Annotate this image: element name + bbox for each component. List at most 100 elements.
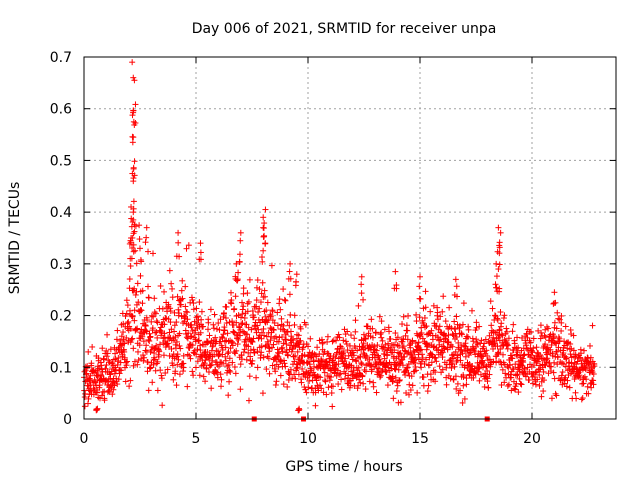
data-point bbox=[110, 386, 117, 393]
data-point bbox=[98, 362, 105, 369]
data-point bbox=[149, 250, 156, 257]
data-point bbox=[114, 327, 121, 334]
data-point bbox=[272, 368, 279, 375]
data-point bbox=[425, 362, 432, 369]
data-point bbox=[172, 333, 179, 340]
data-point bbox=[183, 308, 190, 315]
data-point bbox=[548, 395, 555, 402]
data-point bbox=[97, 359, 104, 366]
data-point bbox=[151, 295, 158, 302]
data-point bbox=[578, 396, 585, 403]
data-point bbox=[324, 333, 331, 340]
data-point bbox=[207, 362, 214, 369]
data-point bbox=[126, 383, 133, 390]
data-point bbox=[416, 314, 423, 321]
data-point bbox=[283, 341, 290, 348]
data-point bbox=[121, 340, 128, 347]
data-point bbox=[378, 318, 385, 325]
data-point bbox=[345, 372, 352, 379]
data-point bbox=[197, 249, 204, 256]
data-point bbox=[285, 376, 292, 383]
data-point bbox=[166, 329, 173, 336]
data-point bbox=[114, 381, 121, 388]
data-point bbox=[428, 359, 435, 366]
data-point bbox=[226, 378, 233, 385]
data-point bbox=[229, 339, 236, 346]
data-point bbox=[225, 348, 232, 355]
data-point bbox=[122, 313, 129, 320]
data-point bbox=[371, 343, 378, 350]
data-point bbox=[121, 348, 128, 355]
data-point bbox=[171, 322, 178, 329]
data-point bbox=[336, 371, 343, 378]
data-point bbox=[147, 364, 154, 371]
data-point bbox=[445, 339, 452, 346]
data-point bbox=[167, 308, 174, 315]
data-point bbox=[417, 331, 424, 338]
data-point bbox=[259, 279, 266, 286]
data-point bbox=[256, 286, 263, 293]
data-point bbox=[358, 359, 365, 366]
data-point bbox=[401, 347, 408, 354]
data-point bbox=[186, 341, 193, 348]
data-point bbox=[518, 381, 525, 388]
data-point bbox=[220, 331, 227, 338]
data-point bbox=[96, 365, 103, 372]
data-point bbox=[197, 240, 204, 247]
data-point bbox=[138, 307, 145, 314]
data-point bbox=[231, 305, 238, 312]
data-point bbox=[573, 395, 580, 402]
data-point bbox=[419, 351, 426, 358]
data-point bbox=[318, 385, 325, 392]
data-point bbox=[504, 382, 511, 389]
data-point bbox=[89, 343, 96, 350]
data-point bbox=[262, 206, 269, 213]
data-point bbox=[85, 348, 92, 355]
y-tick-label: 0 bbox=[63, 412, 72, 428]
data-point bbox=[261, 233, 268, 240]
data-point bbox=[94, 406, 101, 413]
data-point bbox=[225, 392, 232, 399]
data-point bbox=[376, 356, 383, 363]
data-point bbox=[134, 348, 141, 355]
data-point bbox=[232, 293, 239, 300]
data-point bbox=[196, 299, 203, 306]
data-point bbox=[433, 358, 440, 365]
data-point bbox=[310, 358, 317, 365]
data-point bbox=[142, 347, 149, 354]
data-point bbox=[509, 328, 516, 335]
data-point bbox=[329, 403, 336, 410]
data-point bbox=[159, 305, 166, 312]
data-point bbox=[235, 269, 242, 276]
data-point bbox=[293, 271, 300, 278]
data-point bbox=[439, 366, 446, 373]
data-point bbox=[381, 326, 388, 333]
data-point bbox=[260, 354, 267, 361]
data-point bbox=[254, 364, 261, 371]
data-point bbox=[559, 369, 566, 376]
data-point bbox=[436, 363, 443, 370]
data-point bbox=[343, 341, 350, 348]
data-point bbox=[295, 332, 302, 339]
data-point bbox=[239, 320, 246, 327]
data-point bbox=[244, 290, 251, 297]
data-point bbox=[150, 313, 157, 320]
data-point bbox=[245, 298, 252, 305]
data-point bbox=[373, 347, 380, 354]
data-point bbox=[355, 382, 362, 389]
data-point bbox=[342, 338, 349, 345]
data-point bbox=[239, 299, 246, 306]
data-point bbox=[168, 345, 175, 352]
data-point bbox=[278, 345, 285, 352]
data-point bbox=[216, 326, 223, 333]
data-point bbox=[427, 308, 434, 315]
data-point bbox=[147, 333, 154, 340]
data-point bbox=[261, 293, 268, 300]
data-point bbox=[237, 229, 244, 236]
data-point bbox=[250, 314, 257, 321]
data-point bbox=[152, 329, 159, 336]
data-point bbox=[192, 364, 199, 371]
data-point bbox=[171, 328, 178, 335]
data-point bbox=[143, 224, 150, 231]
data-point bbox=[240, 290, 247, 297]
